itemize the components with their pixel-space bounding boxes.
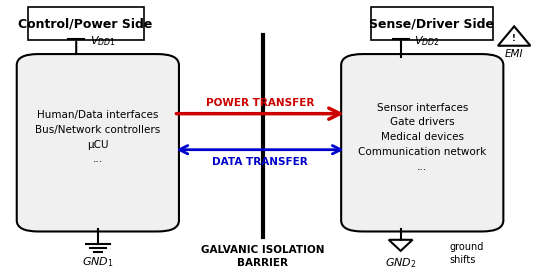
Text: Sense/Driver Side: Sense/Driver Side [369, 17, 494, 30]
Text: Human/Data interfaces
Bus/Network controllers
μCU
...: Human/Data interfaces Bus/Network contro… [35, 110, 161, 164]
Text: EMI: EMI [505, 49, 523, 59]
Text: Sensor interfaces
Gate drivers
Medical devices
Communication network
...: Sensor interfaces Gate drivers Medical d… [358, 103, 487, 172]
Text: POWER TRANSFER: POWER TRANSFER [206, 97, 314, 108]
Text: Control/Power Side: Control/Power Side [19, 17, 153, 30]
Text: ground
shifts: ground shifts [449, 242, 484, 265]
Text: !: ! [512, 34, 516, 43]
Text: $V_{DD1}$: $V_{DD1}$ [90, 35, 116, 48]
FancyBboxPatch shape [341, 54, 504, 232]
FancyBboxPatch shape [27, 7, 144, 40]
FancyBboxPatch shape [371, 7, 493, 40]
Text: $GND_1$: $GND_1$ [82, 255, 114, 269]
Text: GALVANIC ISOLATION
BARRIER: GALVANIC ISOLATION BARRIER [201, 245, 324, 268]
Text: $V_{DD2}$: $V_{DD2}$ [414, 35, 440, 48]
Text: $GND_2$: $GND_2$ [385, 256, 416, 270]
Text: DATA TRANSFER: DATA TRANSFER [212, 157, 308, 167]
FancyBboxPatch shape [17, 54, 179, 232]
